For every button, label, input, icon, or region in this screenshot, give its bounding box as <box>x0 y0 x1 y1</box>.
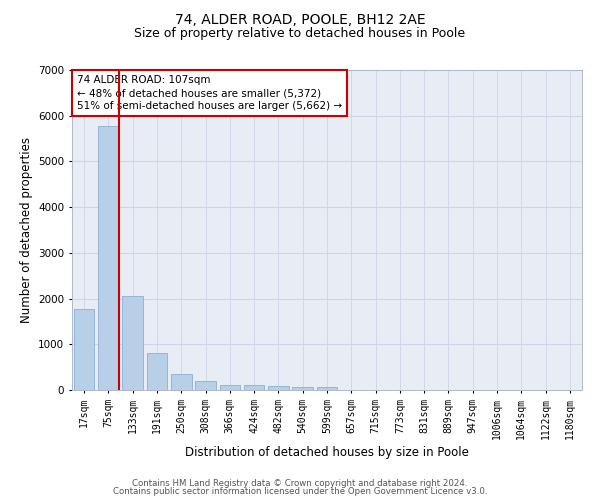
Text: Contains public sector information licensed under the Open Government Licence v3: Contains public sector information licen… <box>113 487 487 496</box>
Bar <box>292 387 313 390</box>
Bar <box>220 384 240 390</box>
Text: Size of property relative to detached houses in Poole: Size of property relative to detached ho… <box>134 28 466 40</box>
Bar <box>195 381 216 390</box>
Bar <box>268 386 289 390</box>
Bar <box>74 308 94 390</box>
X-axis label: Distribution of detached houses by size in Poole: Distribution of detached houses by size … <box>185 446 469 458</box>
Y-axis label: Number of detached properties: Number of detached properties <box>20 137 32 323</box>
Text: 74 ALDER ROAD: 107sqm
← 48% of detached houses are smaller (5,372)
51% of semi-d: 74 ALDER ROAD: 107sqm ← 48% of detached … <box>77 75 342 111</box>
Bar <box>146 352 167 390</box>
Bar <box>171 374 191 390</box>
Text: 74, ALDER ROAD, POOLE, BH12 2AE: 74, ALDER ROAD, POOLE, BH12 2AE <box>175 12 425 26</box>
Bar <box>244 385 265 390</box>
Bar <box>317 387 337 390</box>
Bar <box>122 296 143 390</box>
Text: Contains HM Land Registry data © Crown copyright and database right 2024.: Contains HM Land Registry data © Crown c… <box>132 478 468 488</box>
Bar <box>98 126 119 390</box>
